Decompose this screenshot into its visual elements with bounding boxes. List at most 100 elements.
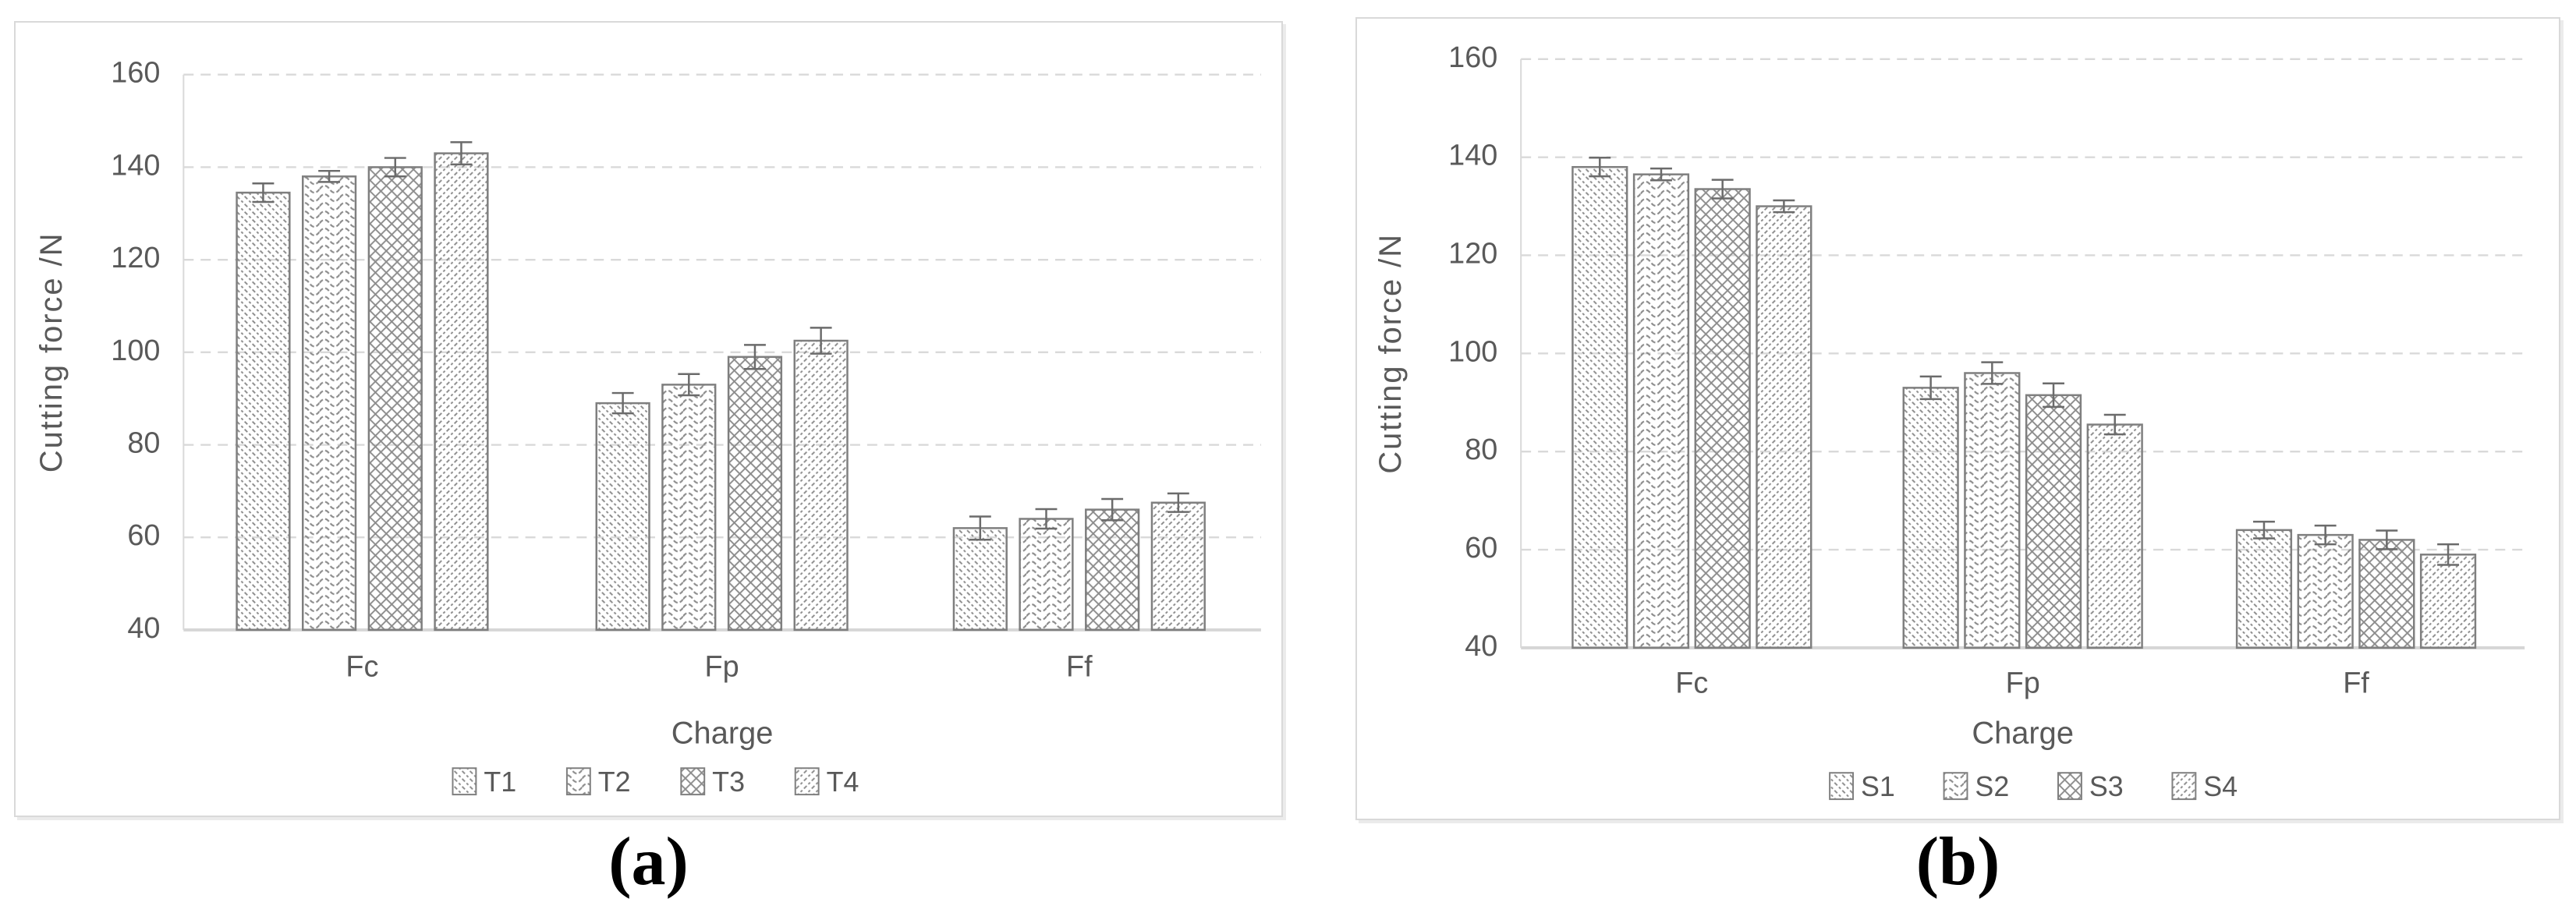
legend-swatch-diamond-crosshatch-icon [2057, 772, 2082, 801]
y-tick-label-140: 140 [1448, 140, 1497, 172]
figure-caption-b: (b) [1915, 824, 2000, 900]
legend: T1 T2 T3 T4 [452, 766, 859, 798]
bar-T3-Ff [1085, 508, 1140, 632]
legend-entry-T3: T3 [680, 766, 745, 798]
bars [1571, 157, 2477, 649]
bar-chart-b: 40 60 80 100 120 140 160 Cutting force /N Fc Fp Ff… [1373, 41, 2525, 802]
error-bar-S4-Fp [2103, 413, 2126, 436]
error-bar-T1-Fc [252, 182, 275, 203]
error-bar-S1-Fc [1589, 157, 1611, 178]
legend-swatch-wave-hatch-icon [565, 767, 591, 796]
bar-S1-Fp [1902, 387, 1959, 649]
y-tick-labels: 40 60 80 100 120 140 160 [1448, 41, 1497, 663]
bar-S1-Ff [2235, 529, 2293, 649]
y-tick-label-160: 160 [1448, 41, 1497, 74]
legend-label-T1: T1 [484, 766, 516, 798]
bar-T4-Fc [434, 152, 489, 632]
bar-T2-Fc [301, 175, 357, 632]
bar-S2-Ff [2297, 533, 2354, 649]
error-bar-S4-Fc [1773, 199, 1795, 214]
legend-label-S4: S4 [2203, 771, 2238, 802]
y-tick-labels: 40 60 80 100 120 140 160 [111, 57, 160, 645]
chart-panel-a: 40 60 80 100 120 140 160 Cutting force /N Fc Fp Ff… [14, 21, 1283, 817]
bar-T3-Fp [727, 356, 783, 632]
x-category-label-Ff: Ff [1066, 651, 1093, 684]
bar-T2-Fp [661, 384, 717, 632]
y-tick-label-100: 100 [1448, 335, 1497, 368]
y-tick-label-100: 100 [111, 334, 160, 367]
error-bar-T1-Ff [969, 515, 991, 541]
bar-S4-Fc [1756, 205, 1812, 649]
error-bar-S3-Fc [1711, 179, 1734, 200]
bar-S2-Fp [1964, 372, 2021, 649]
error-bar-T4-Ff [1167, 492, 1189, 513]
legend-swatch-diagonal-down-hatch-icon [1829, 772, 1855, 801]
legend-label-T3: T3 [712, 766, 745, 798]
y-tick-label-40: 40 [127, 612, 160, 645]
y-tick-label-60: 60 [127, 519, 160, 552]
legend-swatch-diamond-crosshatch-icon [680, 767, 706, 796]
error-bar-S2-Fp [1981, 361, 2004, 385]
x-axis-title: Charge [671, 716, 774, 750]
legend-entry-S3: S3 [2057, 771, 2124, 802]
bars [236, 141, 1206, 632]
gridlines [1521, 58, 2525, 551]
legend-entry-S2: S2 [1943, 771, 2009, 802]
error-bar-T2-Ff [1035, 508, 1058, 530]
chart-panel-b: 40 60 80 100 120 140 160 Cutting force /N Fc Fp Ff… [1355, 17, 2560, 820]
legend: S1 S2 S3 S4 [1829, 771, 2238, 802]
error-bar-S4-Ff [2437, 543, 2459, 566]
y-tick-label-80: 80 [127, 427, 160, 460]
legend-swatch-diagonal-down-hatch-icon [452, 767, 477, 796]
error-bar-T3-Ff [1101, 497, 1124, 522]
y-tick-label-120: 120 [1448, 237, 1497, 270]
error-bar-T3-Fc [384, 157, 406, 178]
legend-entry-T2: T2 [565, 766, 631, 798]
bar-T4-Fp [793, 339, 849, 632]
bar-T1-Fc [236, 191, 291, 632]
gridlines [183, 73, 1261, 539]
y-axis-title: Cutting force /N [34, 232, 69, 473]
legend-label-S3: S3 [2089, 771, 2124, 802]
y-tick-label-40: 40 [1465, 630, 1497, 663]
bar-T1-Ff [952, 527, 1008, 632]
y-tick-label-80: 80 [1465, 433, 1497, 466]
error-bar-S3-Fp [2043, 382, 2064, 409]
legend-entry-T4: T4 [794, 766, 859, 798]
bar-S4-Fp [2086, 423, 2143, 649]
y-tick-label-120: 120 [111, 242, 160, 274]
bar-chart-a: 40 60 80 100 120 140 160 Cutting force /N Fc Fp Ff… [34, 57, 1261, 798]
legend-label-S1: S1 [1861, 771, 1895, 802]
bar-S1-Fc [1571, 165, 1628, 649]
y-tick-label-140: 140 [111, 149, 160, 182]
bar-T3-Fc [367, 166, 423, 632]
x-category-label-Ff: Ff [2343, 667, 2369, 700]
error-bar-T2-Fc [318, 169, 341, 183]
x-category-labels: Fc Fp Ff [1675, 667, 2369, 700]
figure-caption-a: (a) [608, 824, 689, 900]
bar-S3-Ff [2358, 539, 2415, 649]
x-category-label-Fc: Fc [345, 651, 378, 684]
x-category-label-Fp: Fp [705, 651, 739, 684]
error-bar-S2-Ff [2314, 524, 2337, 546]
bar-T4-Ff [1150, 501, 1206, 632]
error-bar-T4-Fp [810, 327, 832, 355]
x-category-label-Fc: Fc [1675, 667, 1708, 700]
legend-swatch-diagonal-up-hatch-icon [2171, 772, 2197, 801]
bar-S2-Fc [1632, 173, 1690, 649]
legend-label-T4: T4 [827, 766, 859, 798]
legend-entry-S1: S1 [1829, 771, 1895, 802]
error-bar-T3-Fp [744, 344, 766, 370]
bar-S3-Fc [1694, 188, 1751, 649]
legend-entry-T1: T1 [452, 766, 516, 798]
error-bar-T1-Fp [611, 391, 634, 415]
bar-S3-Fp [2025, 394, 2082, 649]
error-bar-S1-Fp [1919, 375, 1942, 401]
error-bar-S2-Fc [1650, 167, 1672, 182]
error-bar-T2-Fp [678, 373, 700, 397]
bar-S4-Ff [2419, 554, 2477, 649]
legend-label-T2: T2 [598, 766, 631, 798]
y-tick-label-60: 60 [1465, 532, 1497, 564]
y-axis-title: Cutting force /N [1373, 233, 1408, 474]
bar-T1-Fp [595, 402, 650, 632]
